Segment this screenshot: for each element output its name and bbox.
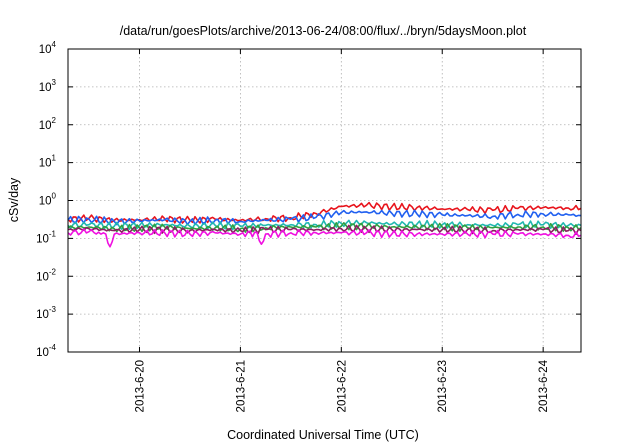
x-tick-label: 2013-6-22 [336,360,348,412]
y-tick-base: 10 [36,309,49,321]
y-tick-label: 102 [39,116,57,132]
y-tick-base: 10 [39,196,52,208]
y-tick-label: 101 [39,154,57,170]
y-tick-base: 10 [39,120,52,132]
y-tick-base: 10 [36,347,49,359]
x-axis: 2013-6-20 2013-6-21 2013-6-22 2013-6-23 2013… [134,49,550,412]
y-tick-exponent: -1 [49,229,57,238]
series-line [67,228,582,248]
y-tick-exponent: 0 [52,192,57,201]
x-tick-label: 2013-6-23 [437,360,449,412]
y-tick-exponent: -3 [49,305,57,314]
x-axis-label: Coordinated Universal Time (UTC) [227,428,419,442]
y-tick-label: 10-1 [36,229,56,245]
x-tick-label: 2013-6-24 [538,359,550,412]
y-tick-label: 10-3 [36,305,56,321]
y-tick-label: 10-2 [36,267,56,283]
chart-title: /data/run/goesPlots/archive/2013-06-24/0… [120,24,527,38]
y-tick-base: 10 [39,158,52,170]
y-tick-exponent: -4 [49,343,57,352]
series-line [67,201,582,224]
x-tick-label: 2013-6-20 [134,360,146,412]
y-tick-exponent: 3 [52,78,57,87]
y-tick-base: 10 [39,82,52,94]
y-tick-label: 10-4 [36,343,56,359]
y-tick-base: 10 [36,233,49,245]
y-tick-exponent: 1 [52,154,57,163]
y-tick-exponent: 2 [52,116,57,125]
x-tick-label: 2013-6-21 [235,360,247,412]
series-line [67,224,582,236]
y-tick-label: 103 [39,78,57,94]
y-tick-base: 10 [36,271,49,283]
y-tick-exponent: 4 [52,40,57,49]
y-tick-label: 104 [39,40,57,56]
grid-lines [68,49,581,352]
y-tick-base: 10 [39,44,52,56]
y-tick-exponent: -2 [49,267,57,276]
y-axis-label: cSv/day [7,177,21,222]
series-line [67,209,582,226]
series-line [67,219,582,231]
series-group [67,201,582,248]
y-tick-label: 100 [39,192,57,208]
